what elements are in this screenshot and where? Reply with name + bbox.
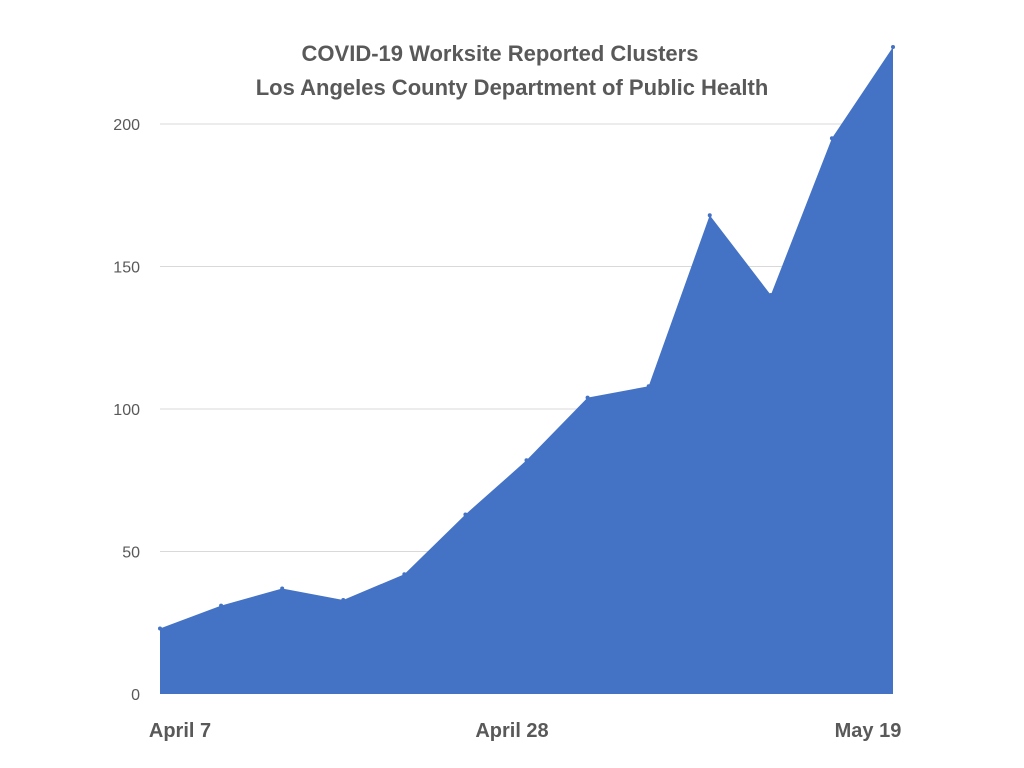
area-fill — [160, 47, 893, 695]
chart-title: COVID-19 Worksite Reported Clusters — [302, 41, 699, 66]
data-point — [891, 45, 895, 50]
data-point — [524, 458, 529, 463]
data-point — [707, 213, 712, 218]
data-point — [341, 597, 346, 602]
x-tick-label: May 19 — [835, 720, 902, 742]
data-point — [829, 136, 834, 141]
data-point — [158, 626, 162, 631]
y-tick-label: 150 — [113, 260, 140, 277]
data-point — [219, 603, 224, 608]
x-tick-label: April 28 — [475, 720, 548, 742]
data-point — [402, 572, 407, 577]
x-tick-label: April 7 — [149, 720, 211, 742]
data-point — [463, 512, 468, 517]
data-point — [585, 395, 590, 400]
y-tick-label: 200 — [113, 117, 140, 134]
data-point — [646, 384, 651, 389]
x-axis-ticks: April 7 April 28 May 19 — [149, 720, 901, 742]
data-point — [768, 293, 773, 297]
y-tick-label: 0 — [131, 687, 140, 704]
y-tick-label: 50 — [122, 545, 140, 562]
y-tick-label: 100 — [113, 402, 140, 419]
area-series — [158, 45, 895, 695]
data-point — [280, 586, 285, 591]
y-axis-ticks: 0 50 100 150 200 — [113, 117, 140, 704]
chart-subtitle: Los Angeles County Department of Public … — [256, 75, 769, 100]
